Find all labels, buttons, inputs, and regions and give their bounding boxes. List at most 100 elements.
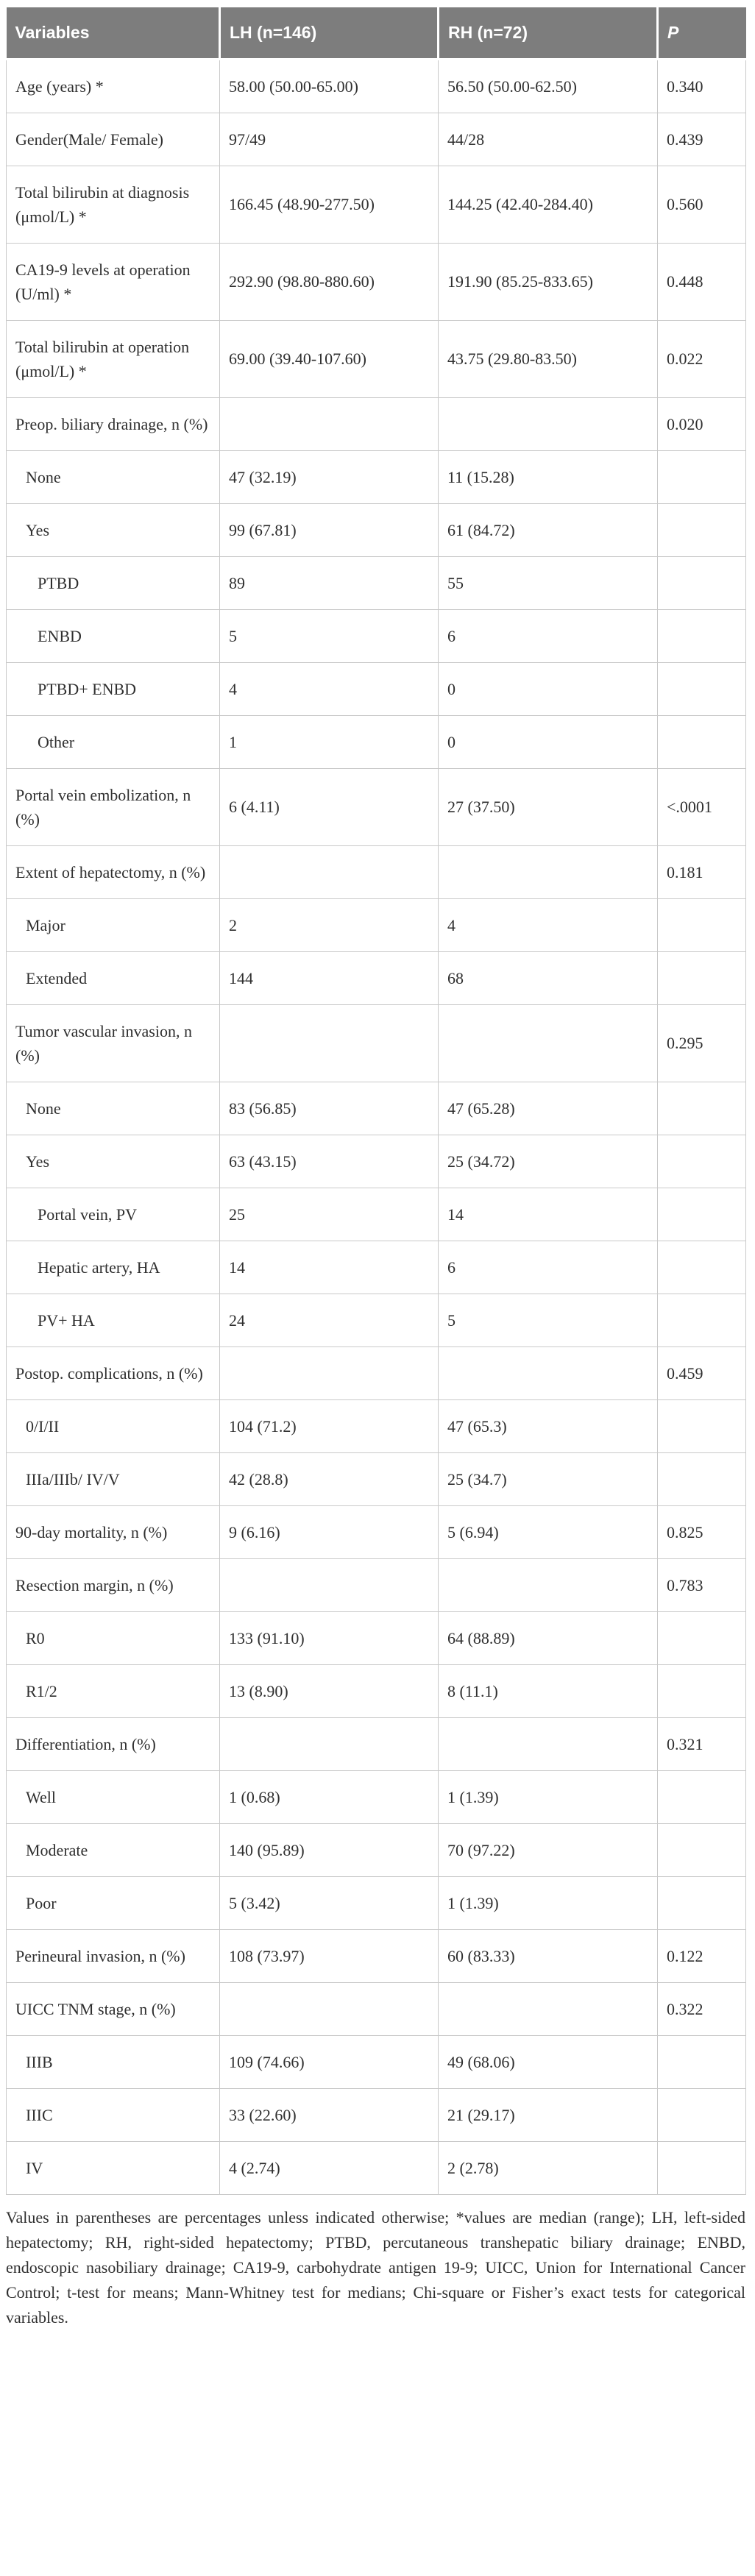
rh-value-cell: 21 (29.17) (438, 2087, 658, 2142)
lh-value-cell: 140 (95.89) (219, 1823, 439, 1877)
p-value-cell: 0.322 (657, 1981, 746, 2036)
variable-cell: Portal vein, PV (6, 1187, 220, 1241)
table-row: None 83 (56.85) 47 (65.28) (6, 1081, 746, 1135)
lh-value-cell: 42 (28.8) (219, 1452, 439, 1506)
variable-cell: IIIB (6, 2034, 220, 2089)
rh-value-cell: 1 (1.39) (438, 1770, 658, 1824)
lh-value-cell: 108 (73.97) (219, 1929, 439, 1983)
rh-value-cell: 70 (97.22) (438, 1823, 658, 1877)
lh-value-cell: 292.90 (98.80-880.60) (219, 242, 439, 321)
lh-value-cell: 166.45 (48.90-277.50) (219, 165, 439, 244)
lh-value-cell: 9 (6.16) (219, 1505, 439, 1559)
p-value-cell (657, 1081, 746, 1135)
table-row: Other 1 0 (6, 714, 746, 769)
rh-value-cell: 191.90 (85.25-833.65) (438, 242, 658, 321)
table-row: Portal vein, PV 25 14 (6, 1187, 746, 1241)
variable-cell: UICC TNM stage, n (%) (6, 1981, 220, 2036)
p-value-cell: 0.020 (657, 397, 746, 451)
table-row: CA19-9 levels at operation (U/ml) * 292.… (6, 242, 746, 321)
table-row: Extended 144 68 (6, 951, 746, 1005)
rh-value-cell: 6 (438, 1240, 658, 1294)
variable-cell: Resection margin, n (%) (6, 1558, 220, 1612)
table-row: Total bilirubin at operation (μmol/L) * … (6, 319, 746, 398)
lh-value-cell: 1 (0.68) (219, 1770, 439, 1824)
rh-value-cell: 2 (2.78) (438, 2140, 658, 2195)
table-row: IV 4 (2.74) 2 (2.78) (6, 2140, 746, 2195)
lh-value-cell: 104 (71.2) (219, 1399, 439, 1453)
table-row: Yes 63 (43.15) 25 (34.72) (6, 1134, 746, 1188)
table-row: R1/2 13 (8.90) 8 (11.1) (6, 1664, 746, 1718)
lh-value-cell: 69.00 (39.40-107.60) (219, 319, 439, 398)
rh-value-cell (438, 1004, 658, 1082)
rh-value-cell: 6 (438, 608, 658, 663)
lh-value-cell: 2 (219, 898, 439, 952)
rh-value-cell: 14 (438, 1187, 658, 1241)
p-value-cell (657, 1876, 746, 1930)
p-value-cell: 0.295 (657, 1004, 746, 1082)
rh-value-cell: 47 (65.3) (438, 1399, 658, 1453)
column-header-p: P (656, 7, 746, 60)
table-row: Postop. complications, n (%) 0.459 (6, 1346, 746, 1400)
p-value-cell: 0.783 (657, 1558, 746, 1612)
rh-value-cell (438, 1981, 658, 2036)
lh-value-cell: 6 (4.11) (219, 767, 439, 846)
lh-value-cell (219, 1346, 439, 1400)
variable-cell: IIIC (6, 2087, 220, 2142)
table-row: Moderate 140 (95.89) 70 (97.22) (6, 1823, 746, 1877)
p-value-cell (657, 2087, 746, 2142)
rh-value-cell: 56.50 (50.00-62.50) (438, 58, 658, 113)
table-row: PV+ HA 24 5 (6, 1293, 746, 1347)
p-value-cell: 0.122 (657, 1929, 746, 1983)
variable-cell: Differentiation, n (%) (6, 1717, 220, 1771)
p-value-cell (657, 1611, 746, 1665)
variable-cell: PTBD (6, 556, 220, 610)
p-value-cell (657, 898, 746, 952)
variable-cell: R1/2 (6, 1664, 220, 1718)
column-header-rh: RH (n=72) (437, 7, 658, 60)
lh-value-cell: 109 (74.66) (219, 2034, 439, 2089)
lh-value-cell: 89 (219, 556, 439, 610)
table-row: UICC TNM stage, n (%) 0.322 (6, 1981, 746, 2036)
rh-value-cell: 25 (34.7) (438, 1452, 658, 1506)
variable-cell: Extent of hepatectomy, n (%) (6, 845, 220, 899)
table-row: None 47 (32.19) 11 (15.28) (6, 450, 746, 504)
rh-value-cell: 64 (88.89) (438, 1611, 658, 1665)
variable-cell: Postop. complications, n (%) (6, 1346, 220, 1400)
p-value-cell (657, 556, 746, 610)
rh-value-cell: 4 (438, 898, 658, 952)
lh-value-cell: 5 (3.42) (219, 1876, 439, 1930)
table-row: Perineural invasion, n (%) 108 (73.97) 6… (6, 1929, 746, 1983)
rh-value-cell: 25 (34.72) (438, 1134, 658, 1188)
variable-cell: Preop. biliary drainage, n (%) (6, 397, 220, 451)
variable-cell: Hepatic artery, HA (6, 1240, 220, 1294)
variable-cell: Gender(Male/ Female) (6, 112, 220, 166)
lh-value-cell: 1 (219, 714, 439, 769)
variable-cell: Extended (6, 951, 220, 1005)
p-value-cell (657, 1770, 746, 1824)
lh-value-cell: 25 (219, 1187, 439, 1241)
lh-value-cell: 58.00 (50.00-65.00) (219, 58, 439, 113)
variable-cell: Perineural invasion, n (%) (6, 1929, 220, 1983)
table-row: Age (years) * 58.00 (50.00-65.00) 56.50 … (6, 58, 746, 113)
rh-value-cell: 68 (438, 951, 658, 1005)
rh-value-cell: 144.25 (42.40-284.40) (438, 165, 658, 244)
table-row: Gender(Male/ Female) 97/49 44/28 0.439 (6, 112, 746, 166)
rh-value-cell: 0 (438, 661, 658, 716)
variable-cell: Other (6, 714, 220, 769)
p-value-cell (657, 2034, 746, 2089)
lh-value-cell: 33 (22.60) (219, 2087, 439, 2142)
lh-value-cell: 144 (219, 951, 439, 1005)
lh-value-cell (219, 1004, 439, 1082)
rh-value-cell (438, 1346, 658, 1400)
variable-cell: 0/I/II (6, 1399, 220, 1453)
lh-value-cell (219, 1717, 439, 1771)
table-row: 0/I/II 104 (71.2) 47 (65.3) (6, 1399, 746, 1453)
p-value-cell (657, 450, 746, 504)
table-row: IIIC 33 (22.60) 21 (29.17) (6, 2087, 746, 2142)
column-header-variables: Variables (6, 7, 220, 60)
p-value-cell (657, 1399, 746, 1453)
table-header: Variables LH (n=146) RH (n=72) P (6, 7, 746, 60)
variable-cell: Tumor vascular invasion, n (%) (6, 1004, 220, 1082)
lh-value-cell: 14 (219, 1240, 439, 1294)
lh-value-cell: 24 (219, 1293, 439, 1347)
